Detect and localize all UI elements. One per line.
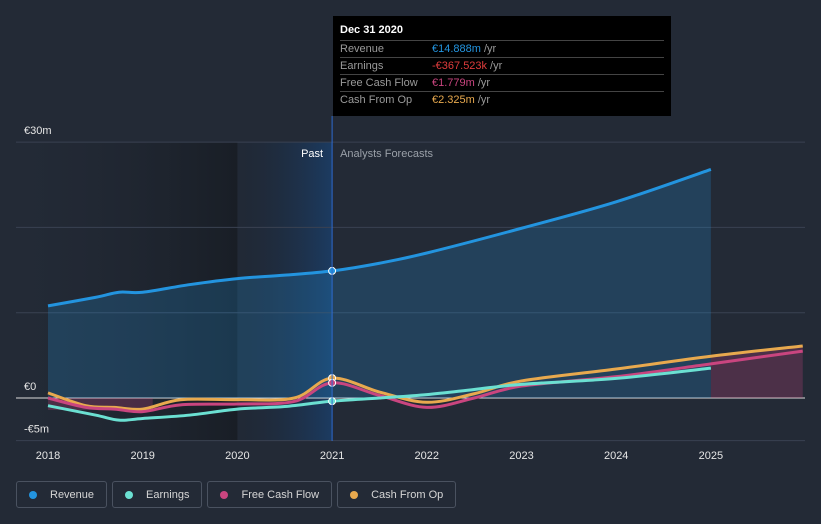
legend-label: Free Cash Flow: [241, 488, 320, 501]
tooltip-label: Cash From Op: [340, 94, 413, 106]
tooltip-date: Dec 31 2020: [340, 24, 403, 36]
forecast-area: [710, 345, 803, 398]
legend-item-free-cash-flow[interactable]: Free Cash Flow: [207, 481, 333, 508]
tooltip-unit: /yr: [477, 77, 491, 89]
tooltip-value: €14.888m: [432, 43, 481, 55]
tooltip-row: Revenue €14.888m/yr: [340, 40, 664, 57]
tooltip-value: €2.325m: [432, 94, 475, 106]
legend-dot-icon: [125, 490, 134, 499]
x-tick-label: 2022: [415, 450, 439, 462]
x-tick-label: 2025: [699, 450, 723, 462]
series-line-cash-from-op: [47, 344, 803, 411]
legend-label: Earnings: [146, 488, 190, 501]
series-line-revenue: [47, 167, 712, 308]
tooltip-value: €1.779m: [432, 77, 475, 89]
x-tick-label: 2020: [225, 450, 249, 462]
legend-item-cash-from-op[interactable]: Cash From Op: [337, 481, 457, 508]
revenue-area: [48, 169, 711, 398]
tooltip-label: Revenue: [340, 43, 385, 55]
tooltip-value: -€367.523k: [432, 60, 488, 72]
y-tick-label: €0: [24, 381, 36, 393]
x-tick-label: 2024: [604, 450, 628, 462]
legend-item-earnings[interactable]: Earnings: [112, 481, 203, 508]
legend-label: Revenue: [50, 488, 95, 501]
legend-item-revenue[interactable]: Revenue: [16, 481, 108, 508]
tooltip-unit: /yr: [490, 60, 503, 72]
tooltip-label: Earnings: [340, 60, 384, 72]
past-label: Past: [301, 148, 323, 160]
legend-label: Cash From Op: [371, 488, 444, 501]
tooltip-row: Cash From Op €2.325m/yr: [340, 91, 664, 108]
legend-dot-icon: [220, 490, 229, 499]
tooltip-row: Earnings -€367.523k/yr: [340, 57, 664, 74]
x-tick-label: 2018: [36, 450, 60, 462]
legend: Revenue Earnings Free Cash Flow Cash From O…: [16, 481, 457, 508]
tooltip-row: Free Cash Flow €1.779m/yr: [340, 74, 664, 91]
tooltip-unit: /yr: [483, 43, 497, 55]
legend-dot-icon: [350, 490, 359, 499]
x-tick-label: 2023: [509, 450, 533, 462]
tooltip-label: Free Cash Flow: [340, 77, 418, 89]
forecast-label: Analysts Forecasts: [340, 148, 433, 160]
x-tick-label: 2021: [320, 450, 344, 462]
legend-dot-icon: [29, 490, 37, 499]
series-line-earnings: [47, 366, 712, 422]
x-tick-label: 2019: [130, 450, 154, 462]
tooltip-unit: /yr: [477, 94, 491, 106]
tooltip: Dec 31 2020 Revenue €14.888m/yr Earnings -€…: [333, 16, 671, 116]
y-tick-label: €30m: [24, 125, 52, 137]
y-tick-label: -€5m: [24, 424, 49, 436]
series-line-free-cash-flow: [47, 349, 803, 414]
